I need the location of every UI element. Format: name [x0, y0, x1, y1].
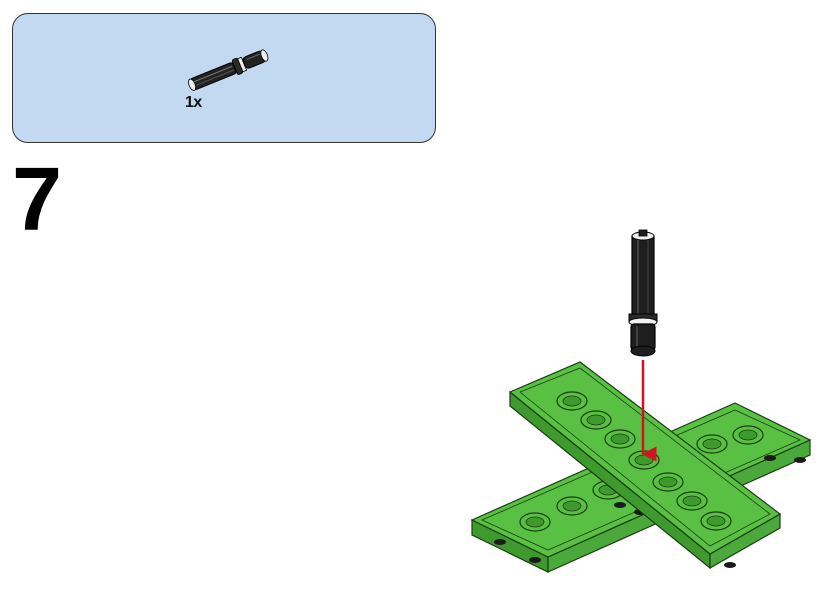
parts-list-box: 1x [12, 13, 436, 143]
black-pin [628, 229, 658, 357]
part-quantity-label: 1x [185, 94, 202, 111]
assembly-illustration [470, 229, 812, 573]
axle-pin-icon [188, 49, 269, 91]
step-number: 7 [12, 150, 63, 250]
